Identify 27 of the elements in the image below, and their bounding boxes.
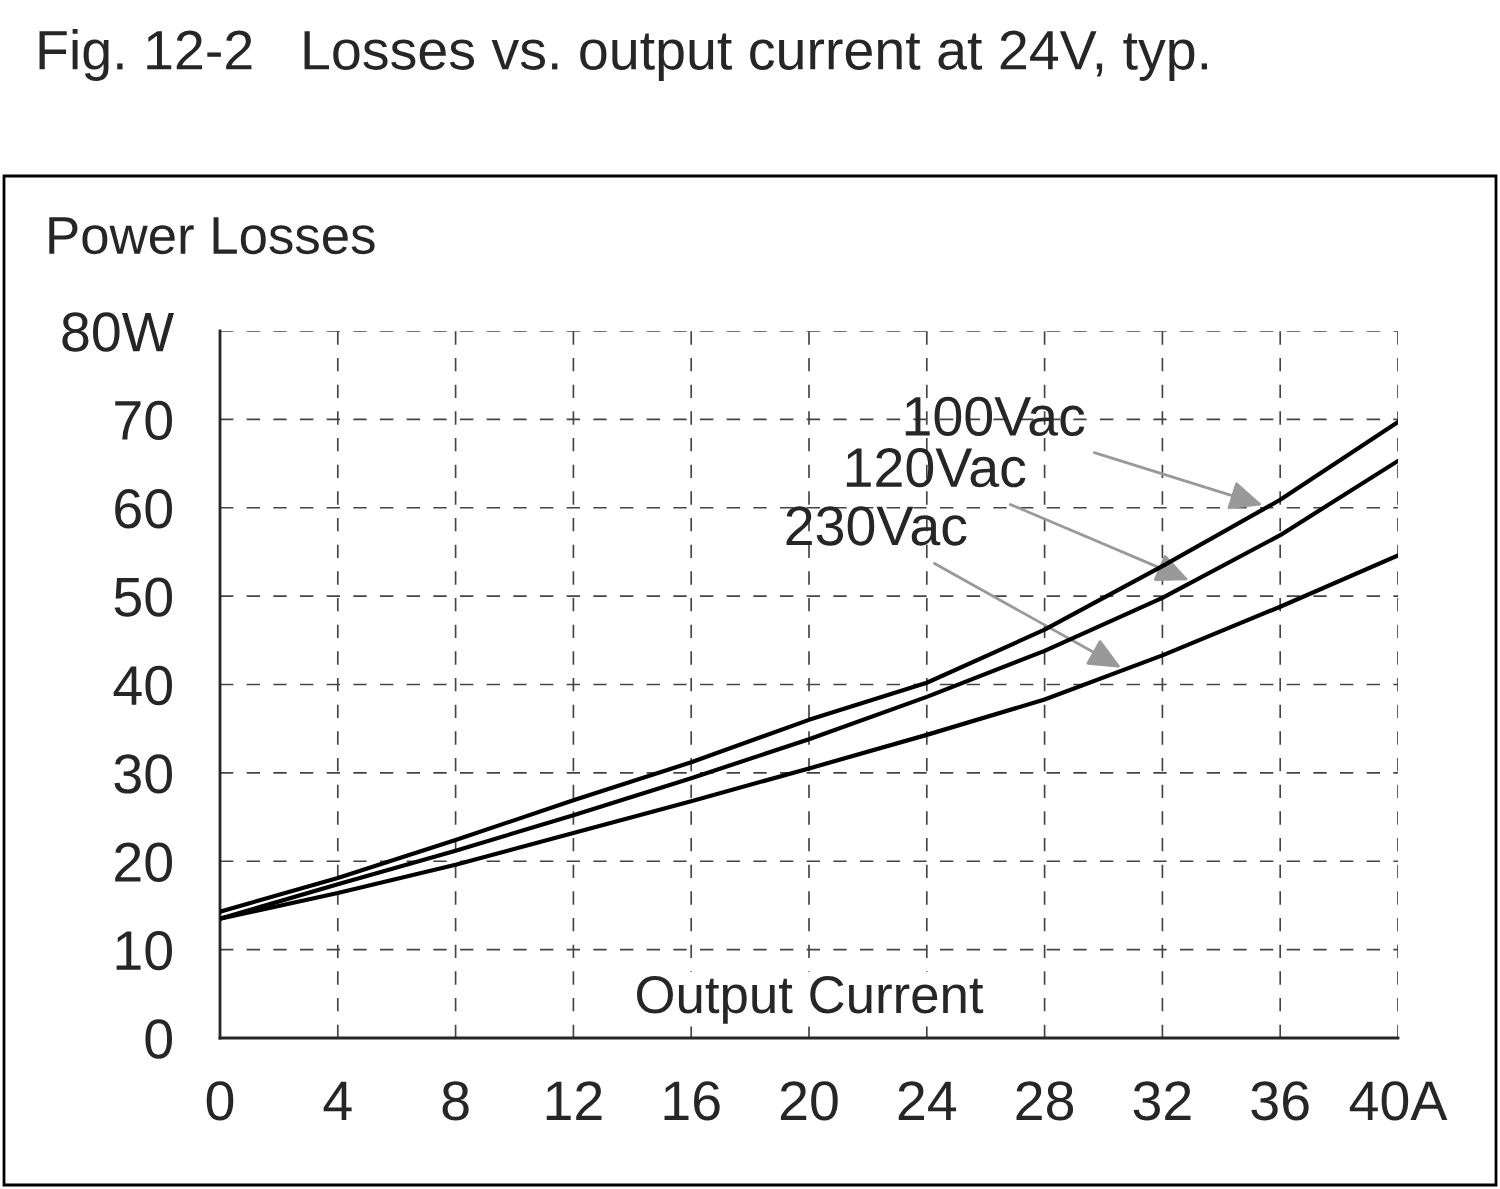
x-tick-label: 4 bbox=[323, 1081, 352, 1120]
x-tick-label: 40A bbox=[1349, 1081, 1448, 1121]
x-axis-title: Output Current bbox=[636, 976, 984, 1024]
y-tick-label: 30 bbox=[114, 754, 172, 794]
chart-title: Fig. 12-2 bbox=[39, 29, 252, 81]
y-tick-label: 60 bbox=[115, 489, 172, 529]
x-tick-label: 20 bbox=[780, 1081, 838, 1121]
annotation: 230Vac bbox=[786, 506, 967, 546]
x-tick-label: 16 bbox=[664, 1081, 720, 1121]
y-tick-label: 50 bbox=[114, 577, 172, 617]
chart-subtitle: Losses vs. output current at 24V, typ. bbox=[304, 30, 1208, 81]
x-tick-label: 24 bbox=[898, 1081, 957, 1120]
y-tick-label: 70 bbox=[115, 400, 172, 441]
x-tick-label: 12 bbox=[546, 1081, 602, 1120]
x-tick-label: 8 bbox=[442, 1081, 469, 1121]
y-tick-label: 80W bbox=[62, 312, 174, 352]
y-tick-label: 10 bbox=[116, 930, 172, 971]
annotation: 100Vac bbox=[905, 396, 1085, 437]
x-tick-label: 0 bbox=[206, 1081, 234, 1121]
y-tick-label: 20 bbox=[115, 842, 172, 882]
annotation: 120Vac bbox=[846, 447, 1026, 488]
x-tick-label: 32 bbox=[1133, 1081, 1191, 1121]
x-tick-label: 28 bbox=[1016, 1081, 1074, 1121]
y-tick-label: 0 bbox=[145, 1019, 172, 1059]
y-axis-title: Power Losses bbox=[49, 217, 375, 255]
x-tick-label: 36 bbox=[1251, 1081, 1309, 1121]
y-tick-label: 40 bbox=[113, 665, 172, 706]
